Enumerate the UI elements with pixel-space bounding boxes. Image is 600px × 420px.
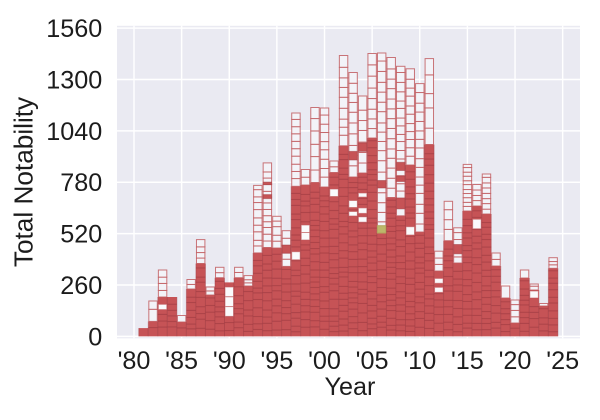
svg-text:520: 520 xyxy=(60,221,102,249)
svg-text:1040: 1040 xyxy=(46,118,102,146)
svg-text:'20: '20 xyxy=(499,347,532,375)
svg-text:'15: '15 xyxy=(451,347,484,375)
svg-text:260: 260 xyxy=(60,272,102,300)
svg-text:Year: Year xyxy=(325,373,376,401)
svg-text:Total Notability: Total Notability xyxy=(8,96,38,267)
svg-text:'80: '80 xyxy=(118,347,151,375)
svg-text:'95: '95 xyxy=(260,347,293,375)
svg-text:'85: '85 xyxy=(165,347,198,375)
svg-text:'00: '00 xyxy=(308,347,341,375)
svg-text:'10: '10 xyxy=(403,347,436,375)
svg-text:1560: 1560 xyxy=(46,15,102,43)
svg-text:'25: '25 xyxy=(546,347,579,375)
svg-text:'05: '05 xyxy=(356,347,389,375)
svg-text:'90: '90 xyxy=(213,347,246,375)
svg-text:1300: 1300 xyxy=(46,67,102,95)
svg-text:0: 0 xyxy=(88,323,102,351)
svg-text:780: 780 xyxy=(60,169,102,197)
